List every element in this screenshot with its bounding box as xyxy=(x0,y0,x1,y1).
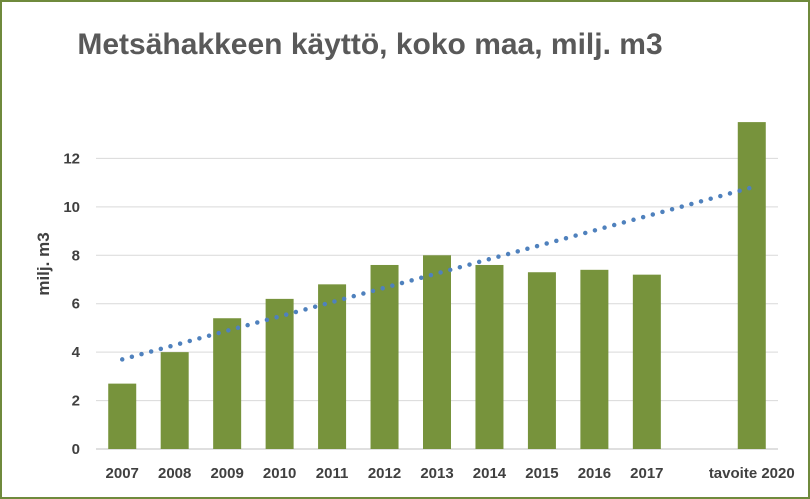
x-tick-label: 2011 xyxy=(316,465,349,482)
x-tick-label: 2007 xyxy=(106,465,139,482)
bar xyxy=(318,284,347,449)
bar xyxy=(265,298,294,449)
y-tick-label: 6 xyxy=(72,296,80,313)
y-tick-label: 4 xyxy=(72,344,81,361)
x-tick-label: 2013 xyxy=(420,465,453,482)
x-tick-label: 2008 xyxy=(158,465,191,482)
bar xyxy=(737,122,766,449)
y-tick-label: 8 xyxy=(72,247,80,264)
x-tick-label: 2009 xyxy=(210,465,243,482)
trendline xyxy=(119,185,755,362)
bar xyxy=(527,272,556,449)
y-tick-label: 12 xyxy=(63,150,80,167)
bar xyxy=(475,264,504,449)
bar xyxy=(580,269,609,449)
y-tick-labels: 0 2 4 6 8 10 12 xyxy=(63,150,80,458)
x-tick-label: 2017 xyxy=(630,465,663,482)
trendline-path xyxy=(119,185,755,362)
bar xyxy=(108,383,137,449)
x-tick-label: 2015 xyxy=(525,465,558,482)
bar xyxy=(213,318,242,449)
y-tick-label: 10 xyxy=(63,199,80,216)
chart-title: Metsähakkeen käyttö, koko maa, milj. m3 xyxy=(77,28,663,61)
y-tick-label: 2 xyxy=(72,393,80,410)
x-tick-label: 2010 xyxy=(263,465,296,482)
y-tick-label: 0 xyxy=(72,441,80,458)
x-tick-label: tavoite 2020 xyxy=(709,465,795,482)
x-tick-labels: 2007 2008 2009 2010 2011 2012 2013 2014 2015 2016… xyxy=(106,465,795,482)
bar xyxy=(370,264,399,449)
x-tick-label: 2012 xyxy=(368,465,401,482)
bar xyxy=(160,352,189,449)
bars xyxy=(108,122,766,449)
bar xyxy=(632,274,661,449)
x-tick-label: 2016 xyxy=(578,465,611,482)
x-tick-label: 2014 xyxy=(473,465,507,482)
bar xyxy=(423,255,451,449)
